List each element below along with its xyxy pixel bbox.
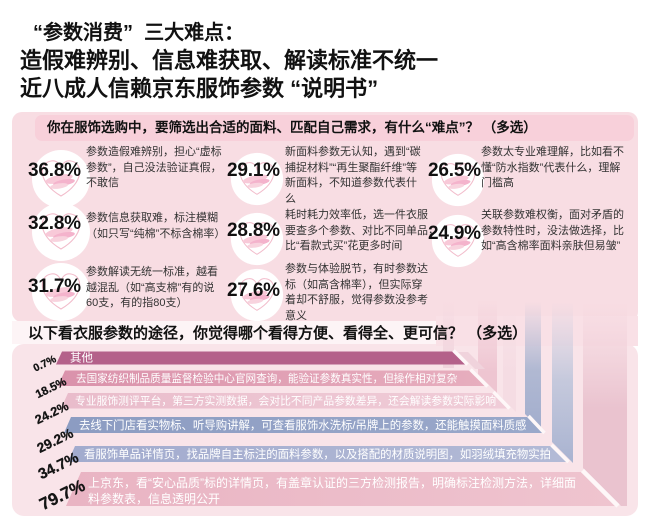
svg-text:其他: 其他 (70, 352, 93, 365)
svg-text:专业服饰测评平台，第三方实测数据，会对比不同产品参数差异，还: 专业服饰测评平台，第三方实测数据，会对比不同产品参数差异，还会解读参数实际影响 (75, 394, 496, 408)
svg-text:上京东，看“安心品质”标的详情页，有盖章认证的三方检测报告，: 上京东，看“安心品质”标的详情页，有盖章认证的三方检测报告，明确标注检测方法，详… (88, 475, 576, 490)
svg-text:去线下门店看实物标、听导购讲解，可查看服饰水洗标/吊牌上的参: 去线下门店看实物标、听导购讲解，可查看服饰水洗标/吊牌上的参数，还能触摸面料质感 (79, 418, 526, 432)
svg-text:看服饰单品详情页，找品牌自主标注的面料参数，以及搭配的材质说: 看服饰单品详情页，找品牌自主标注的面料参数，以及搭配的材质说明图，如羽绒填充物实… (84, 447, 551, 461)
svg-text:料参数表，信息透明公开: 料参数表，信息透明公开 (88, 491, 220, 506)
svg-text:去国家纺织制品质量监督检验中心官网查询，能验证参数真实性，但: 去国家纺织制品质量监督检验中心官网查询，能验证参数真实性，但操作相对复杂 (76, 372, 458, 385)
